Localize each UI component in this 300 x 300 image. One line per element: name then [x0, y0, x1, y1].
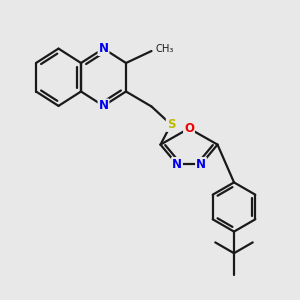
Text: N: N: [98, 42, 109, 55]
Text: O: O: [184, 122, 194, 135]
Text: CH₃: CH₃: [155, 44, 173, 54]
Text: N: N: [98, 99, 109, 112]
Text: N: N: [196, 158, 206, 171]
Text: N: N: [172, 158, 182, 171]
Text: S: S: [167, 118, 175, 131]
